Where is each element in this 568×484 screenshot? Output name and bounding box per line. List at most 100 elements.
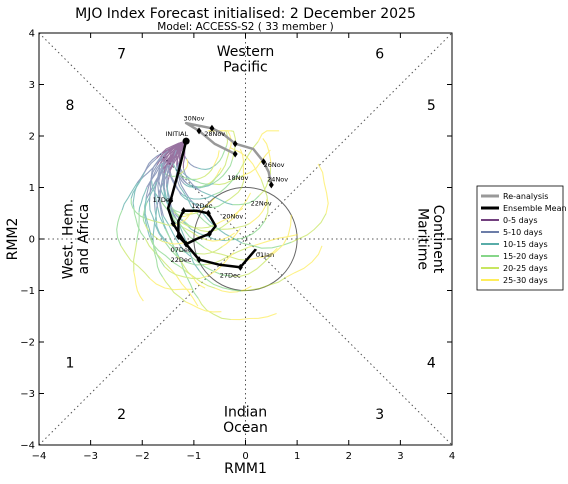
ensemble-member-line bbox=[144, 223, 164, 243]
legend-entry-label: Ensemble Mean bbox=[503, 204, 567, 213]
ensemble-mean-date-label: 22Dec bbox=[171, 256, 192, 264]
region-label-bottom: Ocean bbox=[223, 420, 268, 436]
ensemble-member-line bbox=[159, 140, 187, 164]
ensemble-member-line bbox=[285, 245, 323, 278]
ensemble-member-line bbox=[166, 162, 173, 184]
x-tick-label: −4 bbox=[32, 451, 47, 462]
x-axis-label: RMM1 bbox=[224, 461, 267, 477]
ensemble-member-line bbox=[243, 149, 271, 176]
ensemble-member-line bbox=[151, 180, 162, 202]
ensemble-member-line bbox=[162, 215, 191, 257]
ensemble-member-line bbox=[150, 237, 165, 267]
ensemble-member-line bbox=[268, 214, 292, 258]
reanalysis-date-label: 28Nov bbox=[204, 130, 225, 138]
ensemble-member-line bbox=[150, 157, 161, 181]
region-label-left: and Africa bbox=[76, 204, 92, 275]
ensemble-member-line bbox=[149, 236, 181, 268]
ensemble-member-line bbox=[130, 198, 147, 220]
ensemble-member-line bbox=[163, 163, 168, 190]
ensemble-member-line bbox=[120, 245, 151, 279]
legend-entry-label: 0-5 days bbox=[503, 216, 538, 225]
ensemble-member-line bbox=[262, 138, 272, 168]
x-tick-label: −2 bbox=[135, 451, 150, 462]
ensemble-member-line bbox=[257, 130, 280, 142]
ensemble-member-line bbox=[214, 285, 252, 293]
reanalysis-date-label: 30Nov bbox=[184, 115, 205, 123]
legend-entry-label: 20-25 days bbox=[503, 264, 548, 273]
ensemble-member-line bbox=[231, 256, 270, 277]
chart-subtitle: Model: ACCESS-S2 ( 33 member ) bbox=[157, 21, 333, 33]
ensemble-member-line bbox=[145, 163, 161, 197]
ensemble-member-line bbox=[225, 220, 266, 242]
ensemble-member-line bbox=[178, 176, 204, 214]
ensemble-member-line bbox=[159, 173, 165, 217]
ensemble-member-line bbox=[229, 147, 262, 180]
ensemble-member-line bbox=[213, 171, 240, 196]
y-tick-label: 0 bbox=[29, 235, 35, 246]
y-tick-label: −2 bbox=[20, 338, 35, 349]
ensemble-mean-date-label: 18Nov bbox=[227, 174, 248, 182]
ensemble-mean-date-label: 07Dec bbox=[171, 246, 192, 254]
ensemble-mean-date-label: INITIAL bbox=[165, 130, 188, 138]
ensemble-mean-date-label: 22Nov bbox=[251, 200, 272, 208]
ensemble-member-line bbox=[182, 168, 202, 192]
ensemble-member-line bbox=[202, 212, 243, 244]
x-tick-label: −3 bbox=[83, 451, 98, 462]
ensemble-member-line bbox=[152, 207, 158, 245]
ensemble-member-line bbox=[207, 176, 217, 185]
ensemble-member-line bbox=[146, 181, 157, 204]
ensemble-member-line bbox=[180, 261, 199, 299]
phase-number-3: 3 bbox=[375, 407, 384, 423]
ensemble-member-line bbox=[204, 247, 247, 261]
ensemble-member-line bbox=[181, 193, 215, 200]
ensemble-member-line bbox=[156, 169, 170, 209]
ensemble-member-line bbox=[317, 163, 329, 214]
ensemble-member-line bbox=[215, 167, 222, 178]
legend-entry-label: 5-10 days bbox=[503, 228, 543, 237]
ensemble-member-line bbox=[164, 241, 205, 266]
ensemble-member-line bbox=[247, 234, 299, 249]
y-axis-label: RMM2 bbox=[5, 218, 21, 261]
ensemble-mean-date-label: 01Jan bbox=[256, 251, 274, 259]
ensemble-mean-date-label: 20Nov bbox=[222, 212, 243, 220]
ensemble-member-line bbox=[133, 207, 146, 240]
legend-entry-label: Re-analysis bbox=[503, 192, 548, 201]
ensemble-member-line bbox=[198, 197, 215, 213]
ensemble-member-line bbox=[226, 180, 245, 202]
ensemble-member-line bbox=[213, 159, 233, 184]
ensemble-member-line bbox=[159, 140, 187, 158]
ensemble-mean-marker bbox=[196, 256, 202, 264]
ensemble-member-line bbox=[241, 276, 287, 292]
ensemble-member-line bbox=[175, 162, 181, 187]
ensemble-member-line bbox=[184, 158, 189, 171]
ensemble-mean-date-label: 12Dec bbox=[191, 202, 212, 210]
y-tick-label: 1 bbox=[29, 183, 35, 194]
y-tick-label: −3 bbox=[20, 389, 35, 400]
ensemble-member-line bbox=[179, 186, 196, 212]
ensemble-member-line bbox=[230, 312, 277, 321]
chart-title: MJO Index Forecast initialised: 2 Decemb… bbox=[75, 6, 416, 22]
ensemble-member-line bbox=[249, 198, 268, 224]
ensemble-member-line bbox=[157, 168, 164, 216]
ensemble-member-line bbox=[133, 271, 144, 302]
region-label-right: Maritime bbox=[414, 208, 430, 270]
ensemble-member-line bbox=[164, 266, 200, 279]
legend-box bbox=[476, 185, 564, 291]
ensemble-member-line bbox=[185, 301, 222, 313]
reanalysis-date-label: 26Nov bbox=[264, 161, 285, 169]
legend-entry-label: 15-20 days bbox=[503, 252, 548, 261]
reanalysis-marker bbox=[232, 140, 238, 148]
y-tick-label: −1 bbox=[20, 286, 35, 297]
reanalysis-marker bbox=[268, 181, 274, 189]
ensemble-member-line bbox=[215, 207, 244, 226]
x-tick-label: 2 bbox=[346, 451, 352, 462]
ensemble-member-line bbox=[144, 196, 152, 238]
ensemble-mean-marker bbox=[181, 207, 187, 215]
phase-number-2: 2 bbox=[117, 407, 126, 423]
phase-divider-diagonal bbox=[38, 32, 453, 446]
ensemble-member-line bbox=[138, 187, 148, 213]
ensemble-member-line bbox=[173, 211, 184, 218]
ensemble-member-line bbox=[181, 222, 216, 229]
